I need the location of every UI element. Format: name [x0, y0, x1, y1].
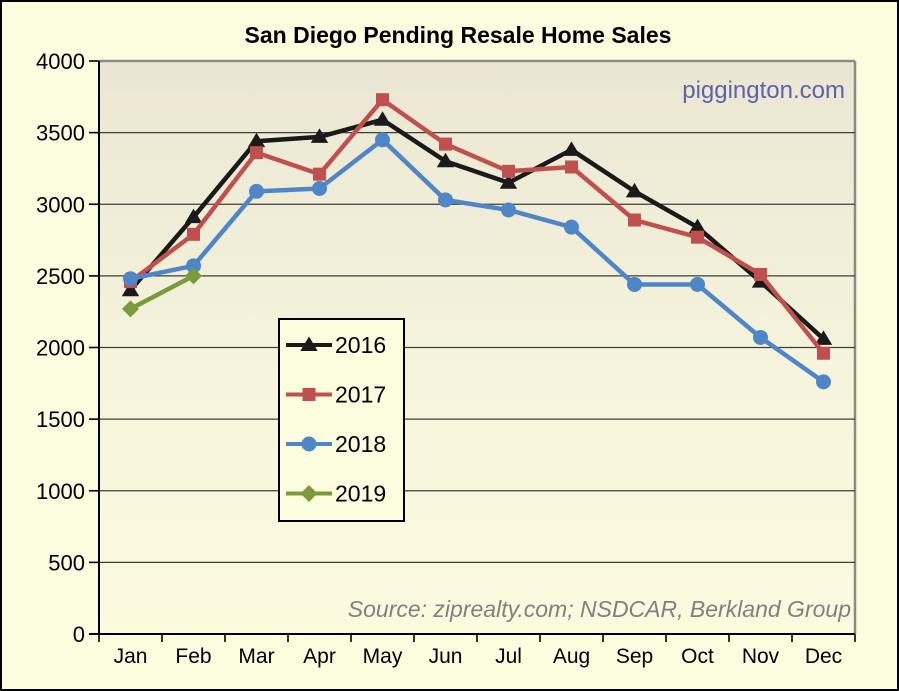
series-marker-2017: [313, 167, 326, 181]
x-tick-label: Apr: [303, 645, 336, 668]
legend: 2016 2017 2018 2019: [278, 318, 405, 522]
series-marker-2018: [438, 192, 453, 208]
series-line-2016: [128, 117, 826, 342]
legend-item-2019: 2019: [286, 481, 386, 507]
x-tick-label: Oct: [681, 645, 714, 668]
series-marker-2017: [565, 160, 578, 174]
legend-marker-triangle: [300, 336, 318, 351]
chart-title: San Diego Pending Resale Home Sales: [245, 22, 672, 48]
series-marker-2016: [184, 208, 203, 224]
y-tick-label: 0: [73, 622, 85, 647]
series-marker-2017: [754, 267, 767, 281]
x-tick-label: Nov: [742, 645, 780, 668]
legend-box: [278, 318, 405, 522]
series-marker-2017: [250, 146, 263, 160]
x-tick-label: Jun: [429, 645, 463, 668]
series-marker-2018: [249, 183, 264, 199]
x-tick-label: Mar: [238, 645, 274, 668]
legend-marker-square: [302, 388, 316, 401]
x-tick-label: Jan: [114, 645, 148, 668]
y-tick-label: 3500: [36, 121, 85, 146]
legend-marker-circle: [301, 436, 317, 452]
y-tick-label: 2000: [36, 336, 85, 361]
series-marker-2016: [310, 128, 329, 143]
series-marker-2017: [691, 230, 704, 244]
series-line-2017: [128, 97, 826, 356]
y-tick-label: 1000: [36, 479, 85, 504]
series-marker-2016: [436, 152, 455, 168]
x-tick-label: Jul: [495, 645, 522, 668]
series-marker-2018: [186, 258, 201, 274]
series-2018: [123, 132, 831, 390]
series-marker-2016: [121, 281, 140, 297]
y-tick-label: 1500: [36, 407, 85, 432]
legend-label: 2017: [335, 382, 386, 408]
x-tick-label: Dec: [805, 645, 842, 668]
series-marker-2018: [312, 180, 327, 196]
series-marker-2018: [564, 219, 579, 235]
data-series: [121, 93, 833, 390]
series-marker-2018: [690, 276, 705, 292]
series-marker-2017: [817, 346, 830, 360]
series-marker-2016: [814, 330, 833, 345]
legend-item-2017: 2017: [286, 382, 386, 408]
x-tick-label: Sep: [616, 645, 653, 668]
series-marker-2018: [375, 132, 390, 148]
axis-tick-labels: 0 500 1000 1500 2000 2500 3000 3500 4000 Jan Feb Ma…: [36, 49, 842, 668]
series-marker-2017: [502, 164, 515, 178]
series-2016: [121, 111, 833, 345]
x-tick-label: Feb: [175, 645, 211, 668]
x-tick-label: Aug: [553, 645, 590, 668]
series-marker-2016: [499, 174, 518, 189]
series-marker-2017: [376, 93, 389, 107]
series-marker-2019: [122, 300, 139, 318]
source-note: Source: ziprealty.com; NSDCAR, Berkland …: [348, 596, 851, 622]
legend-label: 2019: [335, 481, 386, 507]
series-marker-2018: [501, 202, 516, 218]
series-marker-2018: [123, 271, 138, 287]
series-2019: [122, 267, 202, 318]
series-marker-2017: [187, 227, 200, 241]
series-marker-2017: [439, 137, 452, 151]
series-marker-2016: [688, 218, 707, 234]
y-tick-label: 3000: [36, 192, 85, 217]
series-marker-2019: [185, 267, 202, 285]
series-marker-2018: [627, 276, 642, 292]
series-marker-2017: [628, 213, 641, 227]
gridlines: [99, 132, 855, 563]
legend-item-2018: 2018: [286, 431, 386, 457]
series-marker-2016: [247, 132, 266, 148]
series-marker-2018: [753, 329, 768, 345]
series-marker-2016: [625, 182, 644, 198]
y-tick-label: 500: [48, 550, 85, 575]
series-marker-2016: [373, 111, 392, 126]
legend-marker-diamond: [300, 485, 318, 502]
series-line-2018: [128, 137, 826, 385]
watermark-text: piggington.com: [682, 77, 845, 104]
legend-item-2016: 2016: [286, 332, 386, 358]
legend-label: 2016: [335, 332, 386, 358]
x-tick-label: May: [363, 645, 403, 668]
y-tick-label: 4000: [36, 49, 85, 74]
series-marker-2018: [816, 374, 831, 390]
y-tick-label: 2500: [36, 264, 85, 289]
series-marker-2016: [562, 141, 581, 156]
axes: [89, 60, 856, 642]
legend-label: 2018: [335, 431, 386, 457]
series-line-2019: [128, 273, 196, 312]
